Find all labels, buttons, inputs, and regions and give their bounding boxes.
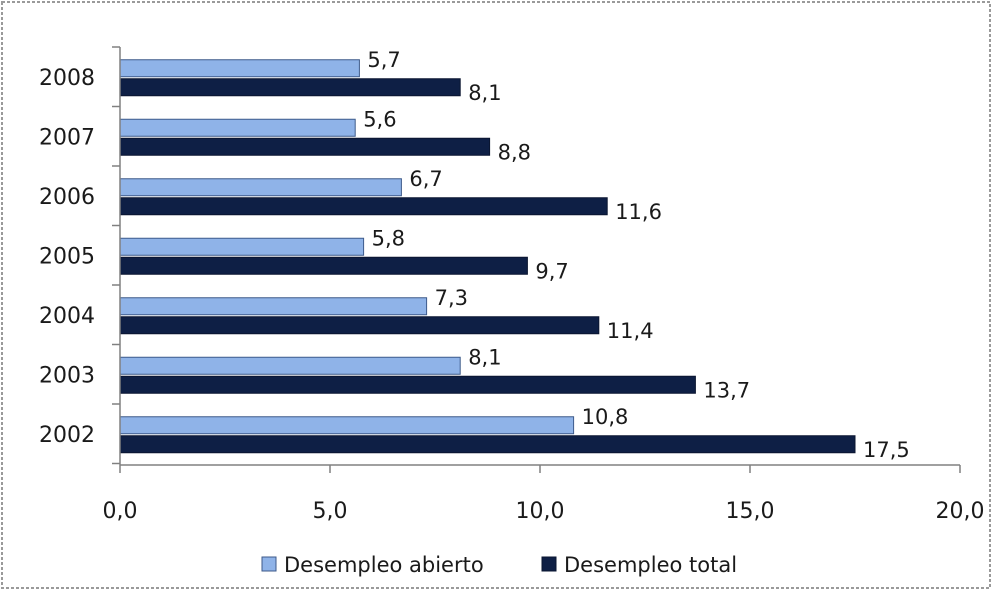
bar bbox=[119, 237, 365, 256]
data-label: 8,8 bbox=[498, 140, 531, 164]
x-tick-label: 10,0 bbox=[516, 499, 565, 524]
y-tick-label: 2006 bbox=[39, 185, 95, 210]
x-tick-label: 0,0 bbox=[103, 499, 138, 524]
x-tick-label: 15,0 bbox=[726, 499, 775, 524]
data-label: 6,7 bbox=[409, 167, 442, 191]
bar bbox=[119, 316, 600, 335]
bar bbox=[119, 416, 575, 435]
y-tick-label: 2007 bbox=[39, 125, 95, 150]
legend-swatch bbox=[261, 556, 277, 572]
y-tick-label: 2003 bbox=[39, 363, 95, 388]
bar bbox=[119, 137, 491, 156]
legend-swatch bbox=[541, 556, 557, 572]
data-label: 5,6 bbox=[363, 107, 396, 131]
data-label: 8,1 bbox=[468, 81, 501, 105]
bar bbox=[119, 297, 428, 316]
bar bbox=[119, 78, 461, 97]
bar bbox=[119, 178, 402, 197]
legend-label: Desempleo abierto bbox=[284, 553, 484, 577]
data-label: 9,7 bbox=[535, 259, 568, 283]
data-label: 10,8 bbox=[582, 405, 629, 429]
y-tick-label: 2008 bbox=[39, 66, 95, 91]
x-tick-label: 5,0 bbox=[313, 499, 348, 524]
bar bbox=[119, 435, 856, 454]
bar bbox=[119, 375, 696, 394]
data-label: 8,1 bbox=[468, 345, 501, 369]
labels-layer: 10,8 17,5 8,1 13,7 7,3 11,4 5,8 9,7 6,7 11,6 5,6 8,… bbox=[363, 48, 910, 462]
y-tick-label: 2005 bbox=[39, 244, 95, 269]
data-label: 5,8 bbox=[372, 226, 405, 250]
y-tick-label: 2004 bbox=[39, 304, 95, 329]
axis-layer: 0,0 5,0 10,0 15,0 20,0 2002 2003 2004 2005 2006 20… bbox=[39, 46, 985, 524]
bar bbox=[119, 118, 356, 137]
legend: Desempleo abierto Desempleo total bbox=[261, 553, 737, 577]
data-label: 17,5 bbox=[863, 438, 910, 462]
bars-layer bbox=[119, 59, 856, 454]
bar bbox=[119, 197, 608, 216]
data-label: 5,7 bbox=[367, 48, 400, 72]
x-tick-label: 20,0 bbox=[936, 499, 985, 524]
bar bbox=[119, 256, 528, 275]
legend-label: Desempleo total bbox=[564, 553, 737, 577]
bar bbox=[119, 59, 360, 78]
data-label: 13,7 bbox=[703, 378, 750, 402]
y-tick-label: 2002 bbox=[39, 423, 95, 448]
bar bbox=[119, 356, 461, 375]
data-label: 11,6 bbox=[615, 200, 662, 224]
data-label: 11,4 bbox=[607, 319, 654, 343]
data-label: 7,3 bbox=[435, 286, 468, 310]
